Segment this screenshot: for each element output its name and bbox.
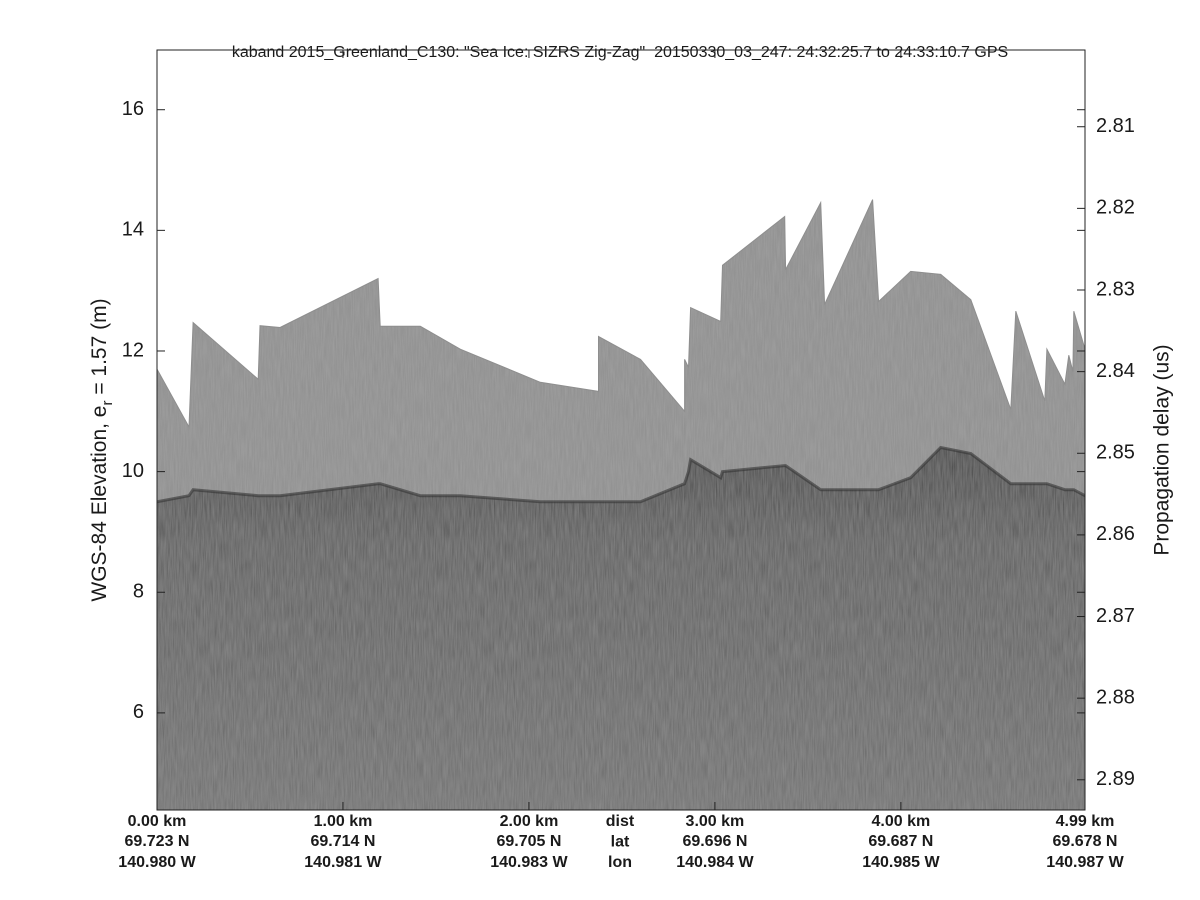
y-label-part: = 1.57 (m) — [88, 298, 111, 400]
lat-label: 69.723 N — [125, 833, 190, 850]
x-tick-label: 4.99 km — [1056, 813, 1115, 830]
y2-tick-label: 2.81 — [1096, 115, 1135, 137]
y-tick-label: 8 — [133, 581, 144, 603]
y2-tick-label: 2.82 — [1096, 197, 1135, 219]
lat-label: 69.714 N — [311, 833, 376, 850]
y2-tick-label: 2.87 — [1096, 605, 1135, 627]
y-tick-label: 10 — [122, 460, 144, 482]
y-tick-label: 14 — [122, 219, 144, 241]
row-label: lon — [608, 854, 632, 871]
x-tick-label: 0.00 km — [128, 813, 187, 830]
y2-tick-label: 2.89 — [1096, 768, 1135, 790]
lon-label: 140.985 W — [862, 854, 940, 871]
y2-tick-label: 2.88 — [1096, 686, 1135, 708]
plot-area — [157, 199, 1085, 810]
echo-top-line — [157, 199, 1085, 429]
lon-label: 140.980 W — [118, 854, 196, 871]
plot-frame — [156, 49, 1086, 811]
lon-label: 140.984 W — [676, 854, 754, 871]
lat-label: 69.696 N — [682, 833, 747, 850]
lon-label: 140.987 W — [1046, 854, 1124, 871]
y-tick-label: 12 — [122, 339, 144, 361]
y2-tick-label: 2.84 — [1096, 360, 1135, 382]
chart-title: kaband 2015_Greenland_C130: "Sea Ice: SI… — [232, 44, 1008, 61]
lon-label: 140.983 W — [490, 854, 568, 871]
y2-tick-label: 2.83 — [1096, 278, 1135, 300]
lat-label: 69.678 N — [1053, 833, 1118, 850]
y-tick-label: 16 — [122, 98, 144, 120]
lat-label: 69.687 N — [868, 833, 933, 850]
lon-label: 140.981 W — [304, 854, 382, 871]
y-label-part: WGS-84 Elevation, e — [88, 406, 111, 602]
y2-tick-label: 2.86 — [1096, 523, 1135, 545]
x-tick-label: 2.00 km — [500, 813, 559, 830]
row-label: lat — [611, 834, 630, 851]
lat-label: 69.705 N — [496, 833, 561, 850]
row-label: dist — [606, 813, 635, 830]
x-tick-label: 1.00 km — [314, 813, 373, 830]
y-tick-label: 6 — [133, 701, 144, 723]
x-tick-label: 4.00 km — [872, 813, 931, 830]
surface-line — [157, 445, 1085, 504]
y2-axis-label: Propagation delay (us) — [1151, 344, 1174, 555]
y-label-part: r — [99, 401, 116, 406]
echo-fill — [157, 447, 1085, 810]
x-tick-label: 3.00 km — [686, 813, 745, 830]
y2-tick-label: 2.85 — [1096, 442, 1135, 464]
y-axis-label: WGS-84 Elevation, er = 1.57 (m) — [88, 298, 117, 601]
